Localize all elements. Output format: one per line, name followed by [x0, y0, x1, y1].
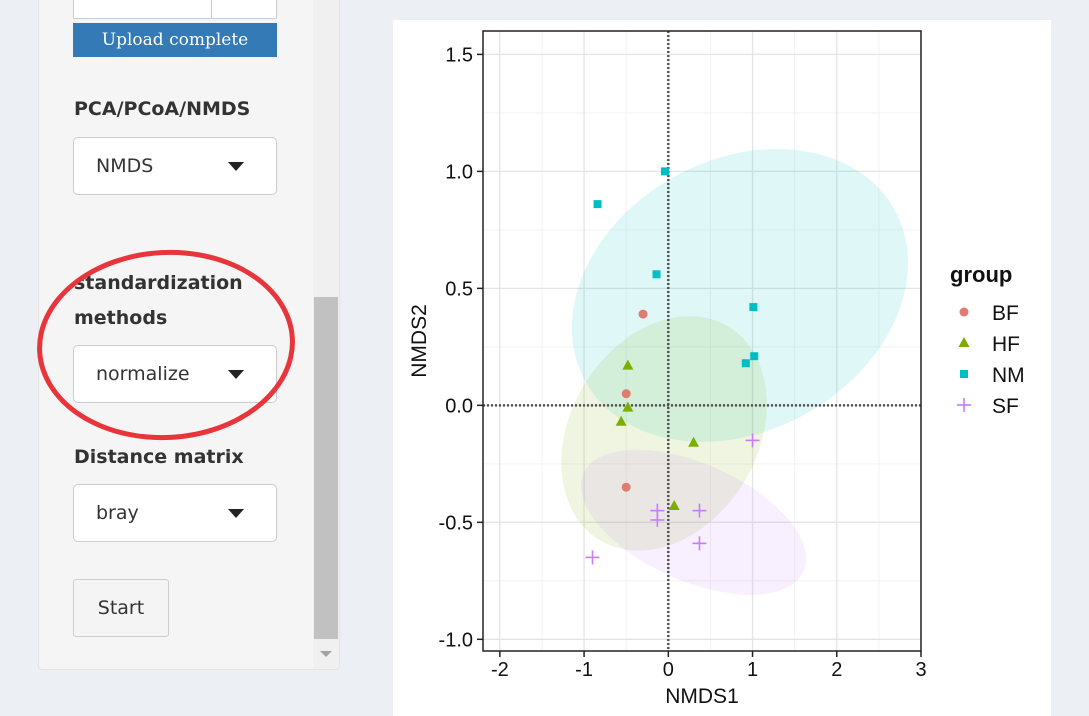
plot-panel: -2 -1 0 1 2 3 -1.0 -0.5 0.0 0.5 1.0 1.5 NMDS1 NMDS2 gr… — [393, 20, 1051, 716]
point-HF — [668, 499, 680, 510]
x-axis-title: NMDS1 — [665, 685, 739, 708]
x-tick-label: 3 — [915, 659, 926, 681]
x-tick-label: 2 — [831, 659, 842, 681]
point-HF — [688, 436, 700, 447]
point-NM — [660, 167, 669, 176]
standardization-label-line1: standardization — [74, 272, 243, 294]
legend-key-NM — [960, 370, 968, 378]
file-input[interactable] — [73, 0, 277, 19]
y-tick-label: 0.0 — [445, 395, 473, 417]
x-tick-label: 0 — [663, 659, 674, 681]
standardization-label-line2: methods — [74, 307, 168, 329]
point-SF — [650, 512, 665, 527]
point-HF — [615, 415, 627, 426]
sidebar-panel: Upload complete PCA/PCoA/NMDS NMDS stand… — [38, 0, 340, 670]
ellipse-shape-SF — [580, 449, 807, 595]
point-SF — [585, 550, 600, 565]
y-tick-label: 0.5 — [445, 278, 473, 300]
start-button[interactable]: Start — [73, 579, 169, 637]
point-NM — [750, 352, 759, 361]
distance-matrix-label: Distance matrix — [74, 446, 244, 468]
upload-progress-bar: Upload complete — [73, 23, 277, 57]
point-HF — [622, 359, 634, 370]
point-NM — [749, 303, 758, 312]
point-BF — [621, 482, 631, 492]
legend-key-HF — [958, 337, 970, 347]
ellipse-shape-HF — [561, 316, 767, 551]
standardization-select[interactable]: normalize — [73, 345, 277, 403]
point-NM — [652, 270, 661, 279]
plot-area — [483, 31, 921, 651]
legend-label-SF: SF — [992, 395, 1019, 418]
x-tick-label: 1 — [747, 659, 758, 681]
x-tick-label: -2 — [491, 659, 509, 681]
analysis-method-value: NMDS — [96, 155, 154, 177]
scroll-down-arrow-icon[interactable] — [320, 651, 332, 657]
point-NM — [593, 200, 602, 209]
legend-key-BF — [959, 307, 969, 317]
point-SF — [745, 433, 760, 448]
y-axis-title: NMDS2 — [408, 304, 431, 378]
legend-label-BF: BF — [992, 302, 1019, 325]
point-SF — [692, 503, 707, 518]
chevron-down-icon — [228, 370, 244, 379]
legend-title: group — [950, 262, 1012, 287]
confidence-ellipse-SF — [580, 449, 807, 595]
chevron-down-icon — [228, 509, 244, 518]
nmds-chart: -2 -1 0 1 2 3 -1.0 -0.5 0.0 0.5 1.0 1.5 NMDS1 NMDS2 gr… — [408, 30, 1025, 708]
point-HF — [622, 401, 634, 412]
y-tick-label: 1.5 — [445, 44, 473, 66]
point-BF — [621, 389, 631, 399]
plot-border — [482, 30, 922, 652]
analysis-method-label: PCA/PCoA/NMDS — [74, 98, 251, 120]
y-tick-label: 1.0 — [445, 161, 473, 183]
legend-key-SF — [957, 398, 971, 412]
x-tick-label: -1 — [575, 659, 593, 681]
confidence-ellipse-NM — [571, 148, 909, 442]
point-SF — [692, 536, 707, 551]
ellipse-shape-NM — [571, 148, 909, 442]
confidence-ellipse-HF — [561, 316, 767, 551]
y-tick-label: -1.0 — [439, 629, 473, 651]
standardization-value: normalize — [96, 363, 190, 385]
point-BF — [638, 309, 648, 319]
distance-matrix-value: bray — [96, 502, 139, 524]
scrollbar-thumb[interactable] — [314, 297, 338, 639]
chevron-down-icon — [228, 162, 244, 171]
y-tick-label: -0.5 — [439, 512, 473, 534]
file-input-divider — [211, 0, 212, 19]
legend-label-HF: HF — [992, 333, 1020, 356]
distance-matrix-select[interactable]: bray — [73, 484, 277, 542]
legend-label-NM: NM — [992, 364, 1025, 387]
analysis-method-select[interactable]: NMDS — [73, 137, 277, 195]
point-NM — [741, 359, 750, 368]
